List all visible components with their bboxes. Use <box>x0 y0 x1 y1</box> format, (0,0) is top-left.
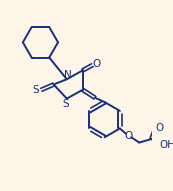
Text: S: S <box>33 85 39 95</box>
Text: O: O <box>155 123 163 134</box>
Text: OH: OH <box>159 140 173 150</box>
Text: O: O <box>93 59 101 69</box>
Text: N: N <box>64 70 72 80</box>
Text: S: S <box>63 99 69 109</box>
Text: O: O <box>125 130 133 141</box>
